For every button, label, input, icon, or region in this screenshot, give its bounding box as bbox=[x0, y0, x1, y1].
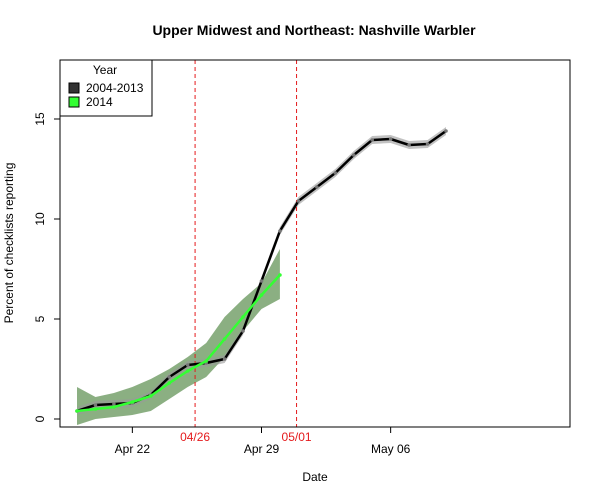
x-tick-label: Apr 22 bbox=[115, 442, 151, 456]
point-2004-2013 bbox=[407, 143, 411, 147]
point-2014 bbox=[185, 369, 190, 373]
point-2004-2013 bbox=[259, 279, 264, 283]
legend-title: Year bbox=[93, 63, 117, 77]
x-axis-label: Date bbox=[302, 470, 328, 484]
y-tick-label: 0 bbox=[33, 415, 47, 422]
y-tick-label: 15 bbox=[33, 112, 47, 126]
point-2004-2013 bbox=[93, 403, 98, 407]
chart-title: Upper Midwest and Northeast: Nashville W… bbox=[152, 22, 476, 38]
legend-label-2004-2013: 2004-2013 bbox=[86, 81, 144, 95]
point-2004-2013 bbox=[333, 171, 338, 175]
marker-label-0: 04/26 bbox=[180, 430, 210, 444]
point-2014 bbox=[167, 381, 172, 385]
point-2014 bbox=[222, 337, 227, 341]
point-2004-2013 bbox=[112, 402, 116, 406]
point-2014 bbox=[241, 315, 245, 319]
point-2004-2013 bbox=[370, 138, 375, 142]
point-2004-2013 bbox=[425, 142, 430, 146]
x-tick-label: Apr 29 bbox=[244, 442, 280, 456]
point-2014 bbox=[204, 359, 208, 363]
point-2004-2013 bbox=[185, 363, 190, 367]
point-2014 bbox=[278, 273, 282, 277]
point-2014 bbox=[149, 394, 153, 398]
x-tick-label: May 06 bbox=[371, 442, 411, 456]
y-axis-label: Percent of checklists reporting bbox=[2, 163, 16, 324]
point-2014 bbox=[259, 293, 264, 297]
point-2014 bbox=[130, 400, 135, 404]
legend-swatch-2004-2013 bbox=[68, 82, 80, 94]
y-tick-label: 5 bbox=[33, 315, 47, 322]
point-2014 bbox=[75, 409, 79, 413]
plot-frame bbox=[59, 59, 571, 428]
point-2014 bbox=[112, 405, 116, 409]
point-2004-2013 bbox=[278, 229, 282, 233]
legend-swatch-2014 bbox=[68, 96, 80, 108]
point-2004-2013 bbox=[351, 153, 356, 157]
point-2004-2013 bbox=[444, 129, 448, 133]
marker-label-1: 05/01 bbox=[282, 430, 312, 444]
line-2004-2013 bbox=[76, 129, 447, 413]
y-tick-label: 10 bbox=[33, 212, 47, 226]
band-2004-2013 bbox=[77, 127, 446, 415]
legend-label-2014: 2014 bbox=[86, 95, 113, 109]
point-2004-2013 bbox=[388, 137, 393, 141]
point-2004-2013 bbox=[241, 329, 245, 333]
line-2014 bbox=[76, 274, 281, 413]
legend: Year 2004-2013 2014 bbox=[59, 59, 153, 117]
point-2004-2013 bbox=[222, 357, 227, 361]
point-2004-2013 bbox=[315, 185, 319, 189]
plot-area: 04/26 05/01 0 5 10 15 Apr 22 Apr 29 May 06 bbox=[33, 60, 448, 456]
point-2004-2013 bbox=[296, 199, 301, 203]
band-2014 bbox=[77, 249, 280, 425]
point-2014 bbox=[93, 407, 98, 411]
point-2004-2013 bbox=[167, 375, 172, 379]
